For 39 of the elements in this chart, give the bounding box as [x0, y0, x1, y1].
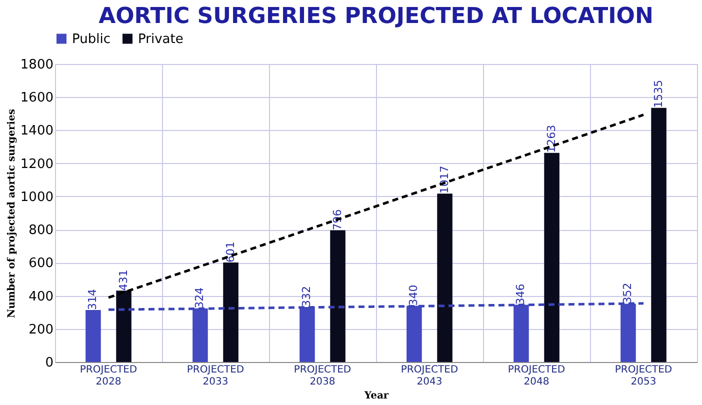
data-label: 601	[224, 242, 237, 262]
x-tick-label: PROJECTED 2033	[186, 364, 244, 388]
data-label: 332	[300, 286, 314, 308]
y-tick-label: 600	[28, 256, 54, 272]
y-tick-label: 800	[28, 223, 54, 238]
data-label: 1263	[544, 124, 558, 153]
y-tick-label: 1600	[20, 90, 54, 106]
y-tick-label: 1800	[20, 58, 54, 72]
y-tick-label: 1200	[20, 156, 54, 172]
y-tick-label: 0	[45, 356, 54, 370]
legend-label: Private	[138, 32, 184, 47]
x-tick-label: PROJECTED 2043	[400, 364, 458, 388]
bar	[86, 310, 101, 362]
bar	[223, 262, 238, 362]
chart-title: AORTIC SURGERIES PROJECTED AT LOCATION	[98, 4, 654, 29]
x-tick-label: PROJECTED 2053	[614, 364, 672, 388]
bar	[116, 290, 132, 362]
bar	[544, 152, 560, 362]
data-label: 1017	[438, 166, 451, 194]
x-tick-label: PROJECTED 2048	[508, 364, 566, 388]
bar	[437, 194, 452, 362]
x-tick-label: PROJECTED 2038	[294, 364, 352, 388]
data-label: 352	[621, 282, 634, 304]
y-axis-title: Number of projected aortic surgeries	[6, 108, 18, 318]
data-label: 324	[193, 287, 206, 308]
y-tick-label: 1400	[20, 124, 54, 139]
bar	[651, 108, 666, 362]
data-label: 346	[514, 284, 528, 305]
data-label: 314	[86, 289, 100, 310]
data-label: 340	[407, 284, 420, 306]
data-label: 1535	[652, 80, 665, 108]
x-tick-label: PROJECTED 2028	[80, 364, 138, 388]
y-tick-label: 1000	[20, 190, 54, 205]
data-label: 431	[116, 270, 130, 291]
x-axis-title: Year	[363, 390, 390, 402]
y-tick-label: 400	[28, 289, 54, 304]
bar	[330, 230, 346, 362]
y-tick-label: 200	[28, 322, 54, 338]
legend-label: Public	[72, 32, 110, 47]
